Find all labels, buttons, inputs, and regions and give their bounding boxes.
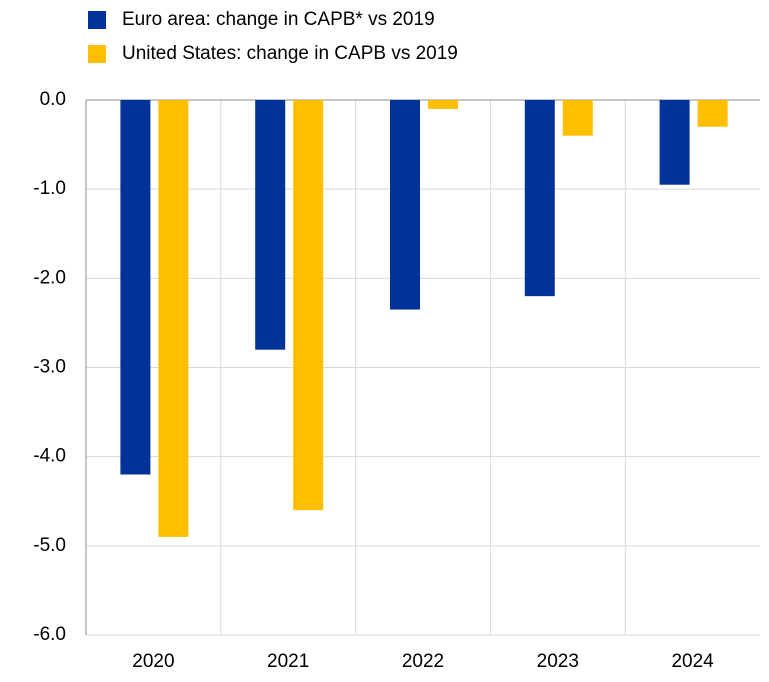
y-tick-label: -5.0: [33, 535, 66, 556]
y-tick-label: -6.0: [33, 624, 66, 645]
y-tick-label: -2.0: [33, 267, 66, 288]
bar: [158, 100, 189, 537]
legend-label: Euro area: change in CAPB* vs 2019: [122, 9, 435, 30]
x-tick-label: 2021: [267, 651, 309, 672]
y-tick-label: -1.0: [33, 178, 66, 199]
bar: [562, 100, 593, 136]
bar: [293, 100, 324, 511]
x-tick-label: 2024: [671, 651, 714, 672]
bar: [697, 100, 728, 127]
bar: [428, 100, 458, 109]
bar: [120, 100, 151, 475]
x-tick-label: 2022: [402, 651, 444, 672]
legend-swatch: [88, 11, 106, 29]
legend-label: United States: change in CAPB vs 2019: [122, 43, 458, 64]
y-tick-label: -4.0: [33, 446, 66, 467]
legend-swatch: [88, 45, 106, 63]
y-tick-label: -3.0: [33, 357, 66, 378]
bar: [524, 100, 555, 297]
bar: [255, 100, 286, 350]
x-tick-label: 2020: [132, 651, 174, 672]
x-tick-label: 2023: [537, 651, 579, 672]
bar: [390, 100, 420, 310]
bar: [659, 100, 690, 185]
y-tick-label: 0.0: [40, 89, 66, 110]
